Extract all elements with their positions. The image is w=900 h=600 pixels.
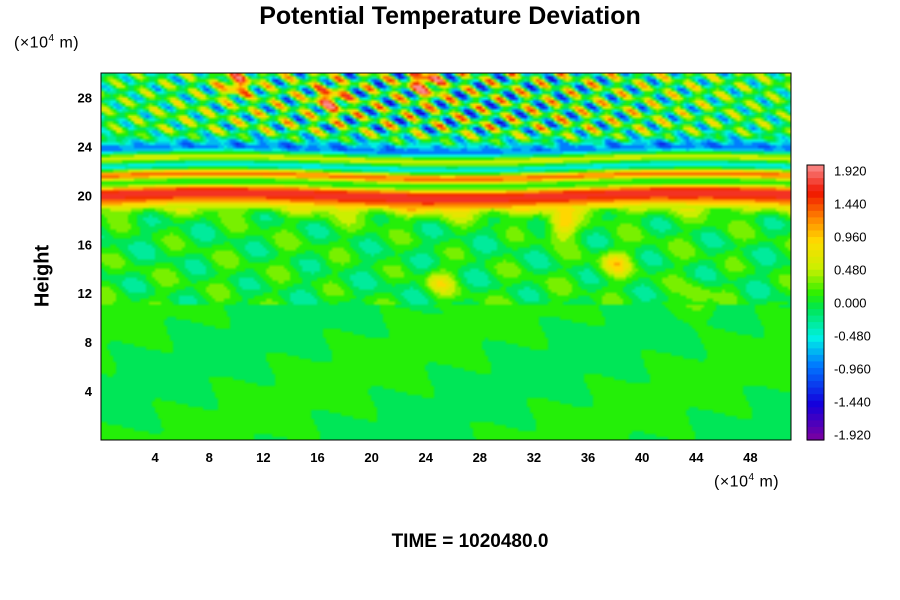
x-tick-label: 24 bbox=[418, 450, 433, 465]
colorbar-segment bbox=[807, 263, 824, 271]
colorbar: 1.920 1.440 0.960 0.480 0.000 -0.480 -0.960 -1.… bbox=[806, 164, 871, 443]
colorbar-tick-label: -1.920 bbox=[834, 428, 871, 443]
colorbar-segment bbox=[807, 269, 824, 277]
colorbar-segment bbox=[807, 367, 824, 376]
x-tick-label: 4 bbox=[152, 450, 160, 465]
heatmap-field bbox=[101, 73, 791, 440]
colorbar-tick-label: 0.480 bbox=[834, 263, 867, 278]
x-tick-label: 40 bbox=[635, 450, 649, 465]
y-axis-unit: (×104 m) bbox=[14, 33, 80, 52]
colorbar-segment bbox=[807, 381, 824, 389]
colorbar-tick-label: 1.440 bbox=[834, 197, 867, 212]
colorbar-segment bbox=[807, 197, 824, 205]
colorbar-tick-label: 0.000 bbox=[834, 296, 867, 311]
colorbar-segment bbox=[807, 433, 824, 441]
y-tick-label: 4 bbox=[85, 384, 93, 399]
colorbar-segment bbox=[807, 276, 824, 284]
colorbar-segment bbox=[807, 328, 824, 336]
colorbar-segment bbox=[807, 413, 824, 421]
colorbar-segment bbox=[807, 204, 824, 212]
colorbar-segment bbox=[807, 171, 824, 179]
x-tick-label: 28 bbox=[473, 450, 487, 465]
colorbar-segment bbox=[807, 309, 824, 317]
colorbar-segment bbox=[807, 420, 824, 428]
y-tick-label: 20 bbox=[78, 188, 92, 203]
x-tick-label: 8 bbox=[206, 450, 213, 465]
y-tick-label: 12 bbox=[78, 286, 92, 301]
x-tick-label: 36 bbox=[581, 450, 595, 465]
colorbar-segment bbox=[807, 230, 824, 238]
y-tick-label: 16 bbox=[78, 237, 92, 252]
colorbar-segment bbox=[807, 289, 824, 297]
colorbar-segment bbox=[807, 374, 824, 382]
colorbar-frame bbox=[806, 164, 825, 441]
colorbar-segment bbox=[807, 250, 824, 258]
y-tick-label: 24 bbox=[78, 139, 93, 154]
colorbar-segment bbox=[807, 335, 824, 343]
colorbar-segment bbox=[807, 361, 824, 369]
colorbar-segment bbox=[807, 178, 824, 186]
colorbar-segment bbox=[807, 165, 824, 173]
colorbar-segment bbox=[807, 210, 824, 218]
colorbar-tick-label: 1.920 bbox=[834, 164, 867, 179]
colorbar-segment bbox=[807, 184, 824, 192]
colorbar-segment bbox=[807, 302, 824, 310]
colorbar-segment bbox=[807, 217, 824, 225]
colorbar-segment bbox=[807, 322, 824, 330]
colorbar-tick-label: 0.960 bbox=[834, 230, 867, 245]
colorbar-segment bbox=[807, 426, 824, 435]
colorbar-segment bbox=[807, 243, 824, 251]
x-tick-label: 16 bbox=[310, 450, 324, 465]
time-label: TIME = 1020480.0 bbox=[391, 531, 549, 552]
y-tick-label: 8 bbox=[85, 335, 92, 350]
x-tick-label: 48 bbox=[743, 450, 757, 465]
colorbar-segment bbox=[807, 341, 824, 349]
colorbar-segment bbox=[807, 191, 824, 199]
colorbar-segment bbox=[807, 387, 824, 395]
colorbar-segment bbox=[807, 223, 824, 232]
x-axis-unit: (×104 m) bbox=[714, 472, 780, 491]
colorbar-tick-label: -0.480 bbox=[834, 329, 871, 344]
x-tick-label: 20 bbox=[364, 450, 378, 465]
colorbar-segment bbox=[807, 354, 824, 363]
colorbar-segment bbox=[807, 400, 824, 408]
colorbar-tick-label: -0.960 bbox=[834, 362, 871, 377]
plot-frame bbox=[100, 72, 792, 441]
colorbar-segment bbox=[807, 256, 824, 264]
colorbar-segment bbox=[807, 394, 824, 402]
x-tick-label: 12 bbox=[256, 450, 270, 465]
colorbar-segment bbox=[807, 295, 824, 304]
colorbar-segment bbox=[807, 407, 824, 415]
colorbar-segment bbox=[807, 282, 824, 291]
y-tick-label: 28 bbox=[78, 90, 92, 105]
colorbar-segment bbox=[807, 315, 824, 323]
x-tick-label: 44 bbox=[689, 450, 704, 465]
colorbar-tick-label: -1.440 bbox=[834, 395, 871, 410]
colorbar-segment bbox=[807, 348, 824, 356]
colorbar-segment bbox=[807, 237, 824, 245]
x-tick-label: 32 bbox=[527, 450, 541, 465]
chart-title: Potential Temperature Deviation bbox=[259, 2, 641, 30]
